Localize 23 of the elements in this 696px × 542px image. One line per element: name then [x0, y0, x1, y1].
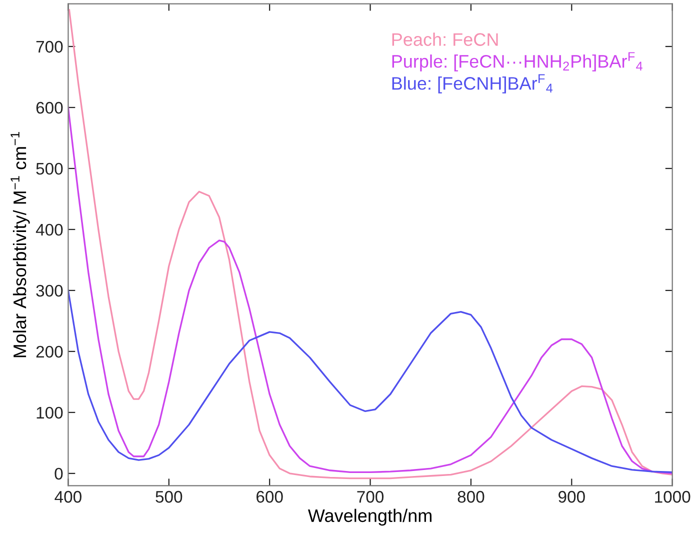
y-axis-title: Molar Absorbtivity/ M$^{−1}$ cm$^{−1}$ [10, 132, 30, 358]
y-tick-label: 600 [36, 102, 63, 114]
y-tick-label: 200 [36, 346, 63, 358]
x-tick-label: 800 [458, 490, 484, 503]
line-series [68, 106, 672, 474]
y-tick-label: 400 [36, 224, 63, 236]
line-series [68, 290, 672, 474]
y-tick-label: 300 [36, 284, 63, 297]
y-tick-label: 100 [36, 406, 63, 419]
x-tick-label: 600 [256, 490, 283, 503]
text: Purple: [FeCN···HNH$_{2}$Ph]BAr$^{F}$$_{4}$ [392, 52, 642, 72]
x-tick-label: 500 [156, 490, 182, 503]
x-tick-label: 700 [357, 490, 384, 503]
x-tick-label: 900 [558, 490, 585, 503]
y-tick-label: 0 [54, 468, 63, 480]
y-tick-label: 700 [36, 40, 63, 53]
x-axis-title: Wavelength/nm [308, 508, 432, 526]
text: Peach: FeCN [392, 32, 498, 46]
x-tick-label: 1000 [655, 490, 690, 503]
y-tick-label: 500 [36, 162, 63, 175]
line-series [68, 9, 672, 480]
text: Blue: [FeCNH]BAr$^{F}$$_{4}$ [392, 74, 553, 94]
x-tick-label: 400 [54, 490, 82, 503]
